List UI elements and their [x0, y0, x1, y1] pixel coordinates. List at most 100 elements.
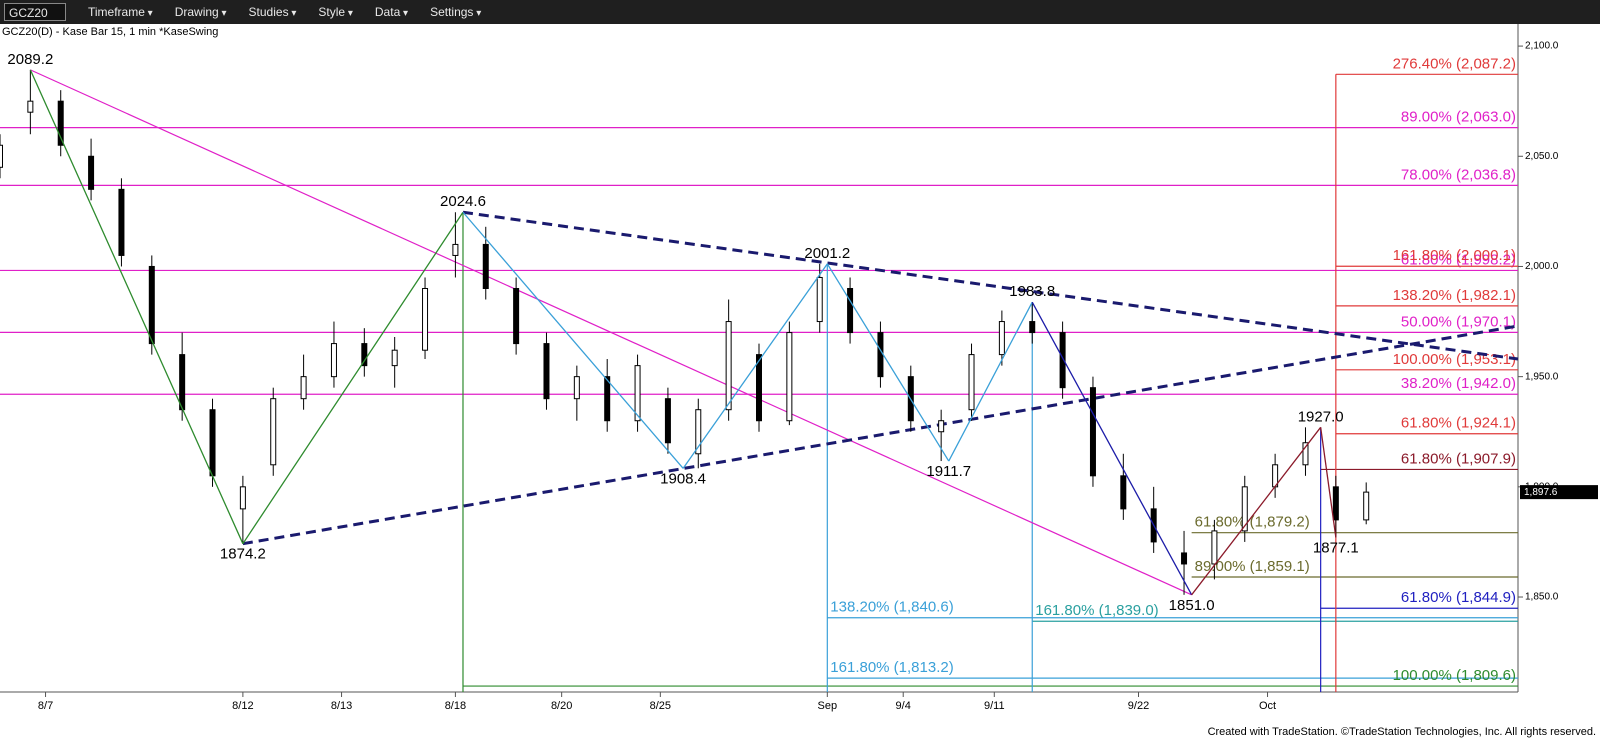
level-label: 276.40% (2,087.2)	[1393, 55, 1516, 72]
swing-segment	[948, 301, 1033, 462]
level-label: 61.80% (1,907.9)	[1401, 450, 1516, 467]
trendline	[242, 324, 1519, 546]
candle-body	[604, 376, 611, 422]
candle-body	[877, 332, 884, 378]
level-label: 100.00% (1,809.6)	[1393, 667, 1516, 684]
toolbar-button[interactable]: Timeframe	[88, 5, 153, 19]
candle-body	[968, 354, 975, 411]
candle-body	[422, 287, 429, 351]
candle-body	[1363, 491, 1370, 521]
x-tick-label: 8/12	[232, 700, 253, 712]
background	[0, 24, 1600, 741]
toolbar-button[interactable]: Drawing	[175, 5, 227, 19]
candle-body	[816, 276, 823, 323]
level-label: 78.00% (2,036.8)	[1401, 166, 1516, 183]
swing-segment	[1191, 426, 1322, 596]
candle-body	[1332, 486, 1339, 521]
swing-segment	[1320, 427, 1337, 538]
candle-body	[998, 321, 1005, 356]
candle-body	[573, 376, 580, 400]
candle-body	[1029, 321, 1036, 334]
candle-body	[786, 332, 793, 422]
toolbar-button[interactable]: Style	[318, 5, 353, 19]
trendline	[462, 210, 1519, 361]
candle-body	[391, 349, 398, 367]
toolbar-button[interactable]: Studies	[249, 5, 297, 19]
chart: GCZ20(D) - Kase Bar 15, 1 min *KaseSwing…	[0, 24, 1600, 741]
swing-label: 1874.2	[220, 546, 266, 563]
level-label: 61.80% (1,844.9)	[1401, 589, 1516, 606]
footer: Created with TradeStation. ©TradeStation…	[1208, 726, 1596, 738]
x-tick-label: Sep	[818, 700, 838, 712]
level-label: 89.00% (1,859.1)	[1195, 558, 1310, 575]
swing-label: 1908.4	[660, 470, 706, 487]
swing-segment	[682, 263, 828, 469]
swing-segment	[462, 211, 684, 469]
toolbar-button[interactable]: Data	[375, 5, 408, 19]
x-tick-label: 8/7	[38, 700, 53, 712]
candle-body	[57, 100, 64, 146]
level-label: 89.00% (2,063.0)	[1401, 109, 1516, 126]
candle-body	[1302, 442, 1309, 466]
chart-title: GCZ20(D) - Kase Bar 15, 1 min *KaseSwing	[2, 26, 218, 38]
y-tick-label: 1,850.0	[1525, 592, 1559, 603]
candle-body	[1120, 475, 1127, 510]
swing-label: 1877.1	[1313, 539, 1359, 556]
x-tick-label: 9/22	[1128, 700, 1149, 712]
x-tick-label: 8/20	[551, 700, 572, 712]
candle-body	[270, 398, 277, 466]
level-label: 61.80% (1,879.2)	[1195, 514, 1310, 531]
candle-body	[756, 354, 762, 422]
swing-label: 1983.8	[1009, 283, 1055, 300]
x-tick-label: 8/25	[650, 700, 671, 712]
candle-body	[482, 243, 489, 289]
level-label: 100.00% (1,953.1)	[1393, 351, 1516, 368]
level-label: 138.20% (1,982.1)	[1393, 287, 1516, 304]
candle-body	[330, 343, 337, 378]
toolbar-button[interactable]: Settings	[430, 5, 481, 19]
swing-label: 1927.0	[1298, 408, 1344, 425]
level-label: 161.80% (2,000.1)	[1393, 247, 1516, 264]
candle-body	[148, 265, 155, 345]
candle-body	[27, 100, 34, 113]
candle-body	[452, 243, 459, 256]
candle-body	[118, 188, 125, 256]
swing-label: 1911.7	[926, 463, 971, 480]
y-tick-label: 2,050.0	[1525, 151, 1559, 162]
candle-body	[664, 398, 671, 444]
level-label: 161.80% (1,839.0)	[1035, 602, 1158, 619]
candle-body	[695, 409, 702, 455]
x-tick-label: 9/4	[896, 700, 911, 712]
candle-body	[361, 343, 368, 367]
candle-body	[88, 155, 95, 190]
swing-label: 2001.2	[804, 245, 850, 262]
swing-segment	[242, 211, 464, 545]
symbol-box[interactable]: GCZ20	[4, 3, 66, 21]
last-price-box	[1520, 485, 1598, 500]
x-tick-label: Oct	[1259, 700, 1276, 712]
candle-body	[725, 321, 732, 411]
candle-body	[1241, 486, 1248, 532]
y-tick-label: 2,000.0	[1525, 261, 1559, 272]
swing-label: 2024.6	[440, 193, 486, 210]
swing-segment	[826, 263, 950, 462]
swing-segment	[29, 69, 244, 544]
level-label: 61.80% (1,998.2)	[1401, 251, 1516, 268]
candle-body	[938, 420, 945, 433]
x-tick-label: 9/11	[984, 700, 1005, 712]
candle-body	[1059, 332, 1066, 389]
level-label: 138.20% (1,840.6)	[830, 599, 953, 616]
y-tick-label: 2,100.0	[1525, 41, 1559, 52]
candle-body	[513, 287, 520, 345]
candle-body	[1089, 387, 1096, 477]
last-price-label: 1,897.6	[1524, 487, 1558, 498]
trendline	[30, 69, 1192, 596]
candle-body	[634, 365, 641, 422]
level-label: 50.00% (1,970.1)	[1401, 313, 1516, 330]
candle-body	[1211, 530, 1218, 565]
x-tick-label: 8/18	[445, 700, 466, 712]
swing-label: 1851.0	[1169, 597, 1215, 614]
candle-body	[847, 287, 854, 334]
swing-segment	[1031, 301, 1193, 596]
